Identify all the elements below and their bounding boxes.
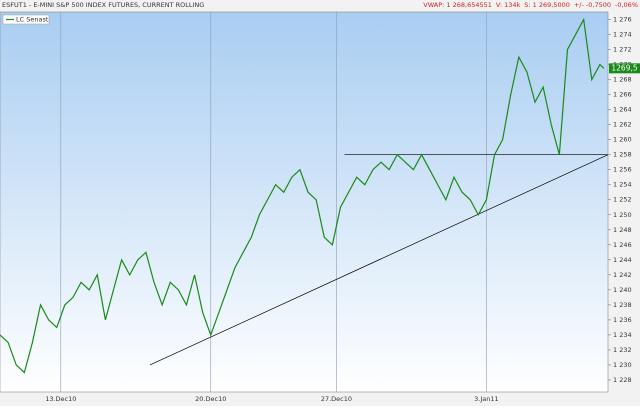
chart-title: ESFUT1 - E-MINI S&P 500 INDEX FUTURES, C… [2, 1, 204, 9]
header-stat: +/- -0,7500 [574, 1, 611, 9]
y-tick-label: 1 232 [613, 346, 632, 354]
y-tick-label: 1 272 [613, 46, 632, 54]
trend-line [149, 154, 609, 366]
y-tick-label: 1 238 [613, 301, 632, 309]
y-tick-label: 1 264 [613, 106, 632, 114]
y-tick-label: 1 252 [613, 196, 632, 204]
header-stat: VWAP: 1 268,654551 [423, 1, 492, 9]
last-value-label: 1269,5 [611, 63, 637, 72]
header-stat: V: 134k [496, 1, 521, 9]
x-tick-label: 13.Dec10 [45, 395, 76, 403]
y-tick-label: 1 260 [613, 136, 632, 144]
y-tick-label: 1 254 [613, 181, 632, 189]
header-stats: VWAP: 1 268,654551 V: 134k S: 1 269,5000 +/… [423, 1, 638, 9]
y-tick-label: 1 228 [613, 376, 632, 384]
y-tick-label: 1 256 [613, 166, 632, 174]
last-value-box [609, 63, 640, 74]
y-tick-label: 1 246 [613, 241, 632, 249]
y-tick-label: 1 276 [613, 16, 632, 24]
y-tick-label: 1 268 [613, 76, 632, 84]
y-tick-label: 1 274 [613, 31, 632, 39]
x-tick-label: 3.Jan11 [474, 395, 499, 403]
header-stat: S: 1 269,5000 [524, 1, 570, 9]
y-tick-label: 1 240 [613, 286, 632, 294]
x-tick-label: 20.Dec10 [195, 395, 226, 403]
price-line [0, 17, 605, 374]
y-tick-label: 1 244 [613, 256, 632, 264]
y-tick-label: 1 242 [613, 271, 632, 279]
y-tick-label: 1 262 [613, 121, 632, 129]
x-tick-label: 27.Dec10 [321, 395, 352, 403]
header-stat: -0,06% [615, 1, 638, 9]
y-tick-label: 1 230 [613, 361, 632, 369]
y-tick-label: 1 248 [613, 226, 632, 234]
plot-area [0, 11, 609, 393]
y-tick-label: 1 250 [613, 211, 632, 219]
y-tick-label: 1 236 [613, 316, 632, 324]
legend-label: LC Senast [16, 16, 49, 24]
y-tick-label: 1 234 [613, 331, 632, 339]
y-tick-label: 1 266 [613, 91, 632, 99]
y-tick-label: 1 258 [613, 151, 632, 159]
legend-box [2, 14, 50, 25]
